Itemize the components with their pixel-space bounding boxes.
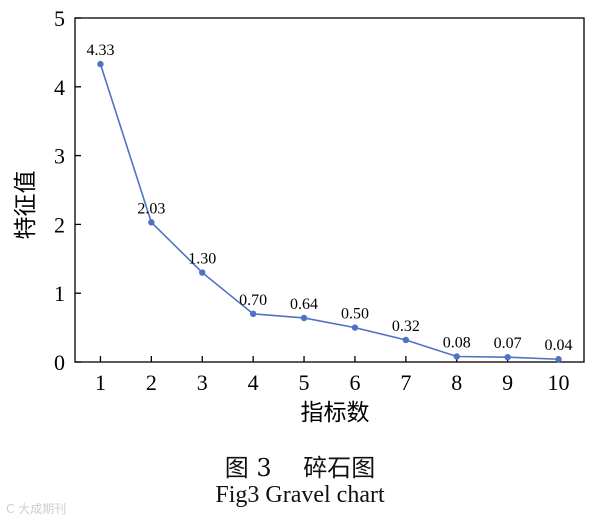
data-label: 4.33 bbox=[86, 42, 114, 59]
data-label: 0.50 bbox=[341, 306, 369, 323]
x-axis-label: 指标数 bbox=[301, 400, 370, 426]
y-axis-ticks: 0 1 2 3 4 5 bbox=[54, 6, 81, 375]
x-tick-label: 9 bbox=[502, 370, 513, 395]
data-point bbox=[199, 269, 206, 276]
figure-caption-en: Fig3 Gravel chart bbox=[215, 482, 385, 508]
data-label: 0.08 bbox=[443, 334, 471, 351]
data-point bbox=[555, 356, 562, 363]
y-axis-label: 特征值 bbox=[13, 171, 39, 240]
data-point bbox=[249, 310, 257, 318]
x-tick-label: 7 bbox=[400, 370, 411, 395]
data-point bbox=[300, 314, 308, 322]
data-label: 0.32 bbox=[392, 318, 420, 335]
data-label: 2.03 bbox=[137, 200, 165, 217]
y-tick-label: 0 bbox=[54, 350, 65, 375]
y-tick-label: 3 bbox=[54, 144, 65, 169]
y-tick-label: 1 bbox=[54, 281, 65, 306]
figure-caption-zh: 图 3 碎石图 bbox=[224, 454, 376, 482]
data-point bbox=[351, 324, 359, 331]
data-point bbox=[97, 60, 104, 68]
plot-axes bbox=[74, 17, 585, 363]
x-tick-label: 4 bbox=[248, 370, 259, 395]
y-tick-label: 5 bbox=[54, 6, 65, 31]
series-eigenvalues bbox=[97, 60, 562, 363]
watermark: C 大成期刊 bbox=[6, 502, 67, 516]
plot-frame bbox=[74, 17, 585, 363]
series-line bbox=[99, 63, 559, 361]
data-point bbox=[453, 353, 460, 360]
data-point bbox=[148, 219, 155, 226]
y-tick-label: 2 bbox=[54, 212, 65, 237]
x-tick-label: 2 bbox=[146, 370, 157, 395]
x-tick-label: 3 bbox=[197, 370, 208, 395]
x-tick-label: 6 bbox=[349, 370, 360, 395]
data-label: 0.07 bbox=[494, 335, 522, 352]
data-label: 1.30 bbox=[188, 251, 216, 268]
data-point bbox=[402, 336, 410, 344]
scree-plot: 1 2 3 4 5 6 7 8 9 10 0 1 2 3 4 5 4.33 2.03 1.30 0.70 0.64 0… bbox=[13, 6, 585, 426]
x-tick-label: 5 bbox=[299, 370, 310, 395]
data-point bbox=[504, 353, 511, 361]
x-tick-label: 10 bbox=[548, 370, 570, 395]
data-label: 0.70 bbox=[239, 292, 267, 309]
x-tick-label: 8 bbox=[451, 370, 462, 395]
x-tick-label: 1 bbox=[95, 370, 106, 395]
y-tick-label: 4 bbox=[54, 75, 65, 100]
data-labels: 4.33 2.03 1.30 0.70 0.64 0.50 0.32 0.08 0.07 0.04 bbox=[86, 42, 572, 354]
data-label: 0.64 bbox=[290, 296, 318, 313]
data-label: 0.04 bbox=[545, 337, 573, 354]
